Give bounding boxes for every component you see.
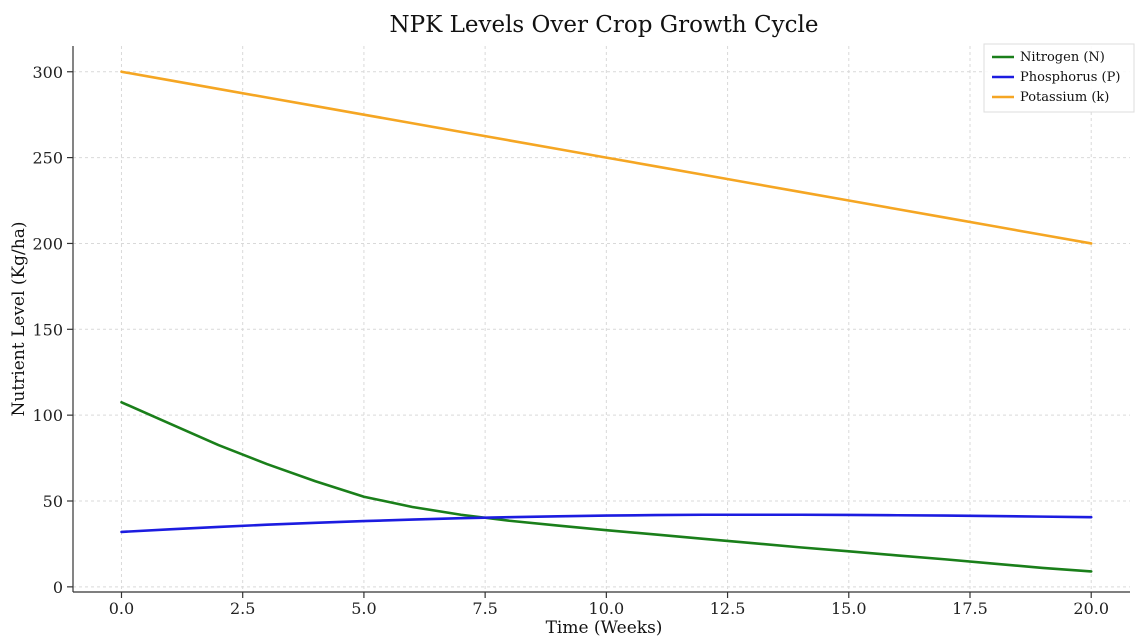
x-tick-label: 15.0 <box>831 599 867 618</box>
y-tick-label: 0 <box>53 578 63 597</box>
series-line-nitrogen-n <box>120 400 1093 573</box>
axes <box>72 46 1130 593</box>
x-tick-label: 5.0 <box>351 599 376 618</box>
x-tick-label: 17.5 <box>952 599 988 618</box>
legend-label-potassium-k: Potassium (k) <box>1020 90 1109 105</box>
x-tick-label: 0.0 <box>109 599 134 618</box>
x-tick-label: 12.5 <box>710 599 746 618</box>
x-axis-label: Time (Weeks) <box>546 618 663 638</box>
y-tick-label: 250 <box>32 149 63 168</box>
y-tick-label: 50 <box>43 492 63 511</box>
legend-label-nitrogen-n: Nitrogen (N) <box>1020 50 1105 65</box>
y-tick-label: 300 <box>32 63 63 82</box>
legend-label-phosphorus-p: Phosphorus (P) <box>1020 70 1120 85</box>
grid-lines <box>73 46 1130 592</box>
x-tick-label: 7.5 <box>472 599 497 618</box>
x-tick-label: 20.0 <box>1073 599 1109 618</box>
x-tick-label: 10.0 <box>589 599 625 618</box>
y-tick-label: 150 <box>32 320 63 339</box>
x-tick-label: 2.5 <box>230 599 255 618</box>
x-axis-ticks: 0.0 2.5 5.0 7.5 10.0 12.5 15.0 17.5 20.0 <box>109 592 1109 618</box>
legend: Nitrogen (N) Phosphorus (P) Potassium (k) <box>983 43 1135 113</box>
y-tick-label: 200 <box>32 234 63 253</box>
series-line-phosphorus-p <box>120 513 1093 534</box>
series-lines <box>120 70 1093 573</box>
series-line-potassium-k <box>120 70 1093 245</box>
chart-title: NPK Levels Over Crop Growth Cycle <box>389 12 818 38</box>
y-axis-ticks: 0 50 100 150 200 250 300 <box>32 63 73 597</box>
y-axis-label: Nutrient Level (Kg/ha) <box>9 222 29 417</box>
y-tick-label: 100 <box>32 406 63 425</box>
